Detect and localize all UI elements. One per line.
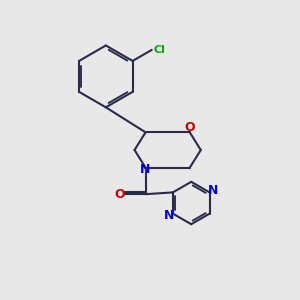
Text: Cl: Cl: [153, 45, 165, 55]
Text: N: N: [208, 184, 218, 196]
Text: O: O: [114, 188, 125, 201]
Text: N: N: [164, 209, 175, 223]
Text: O: O: [184, 121, 195, 134]
Text: N: N: [140, 163, 150, 176]
